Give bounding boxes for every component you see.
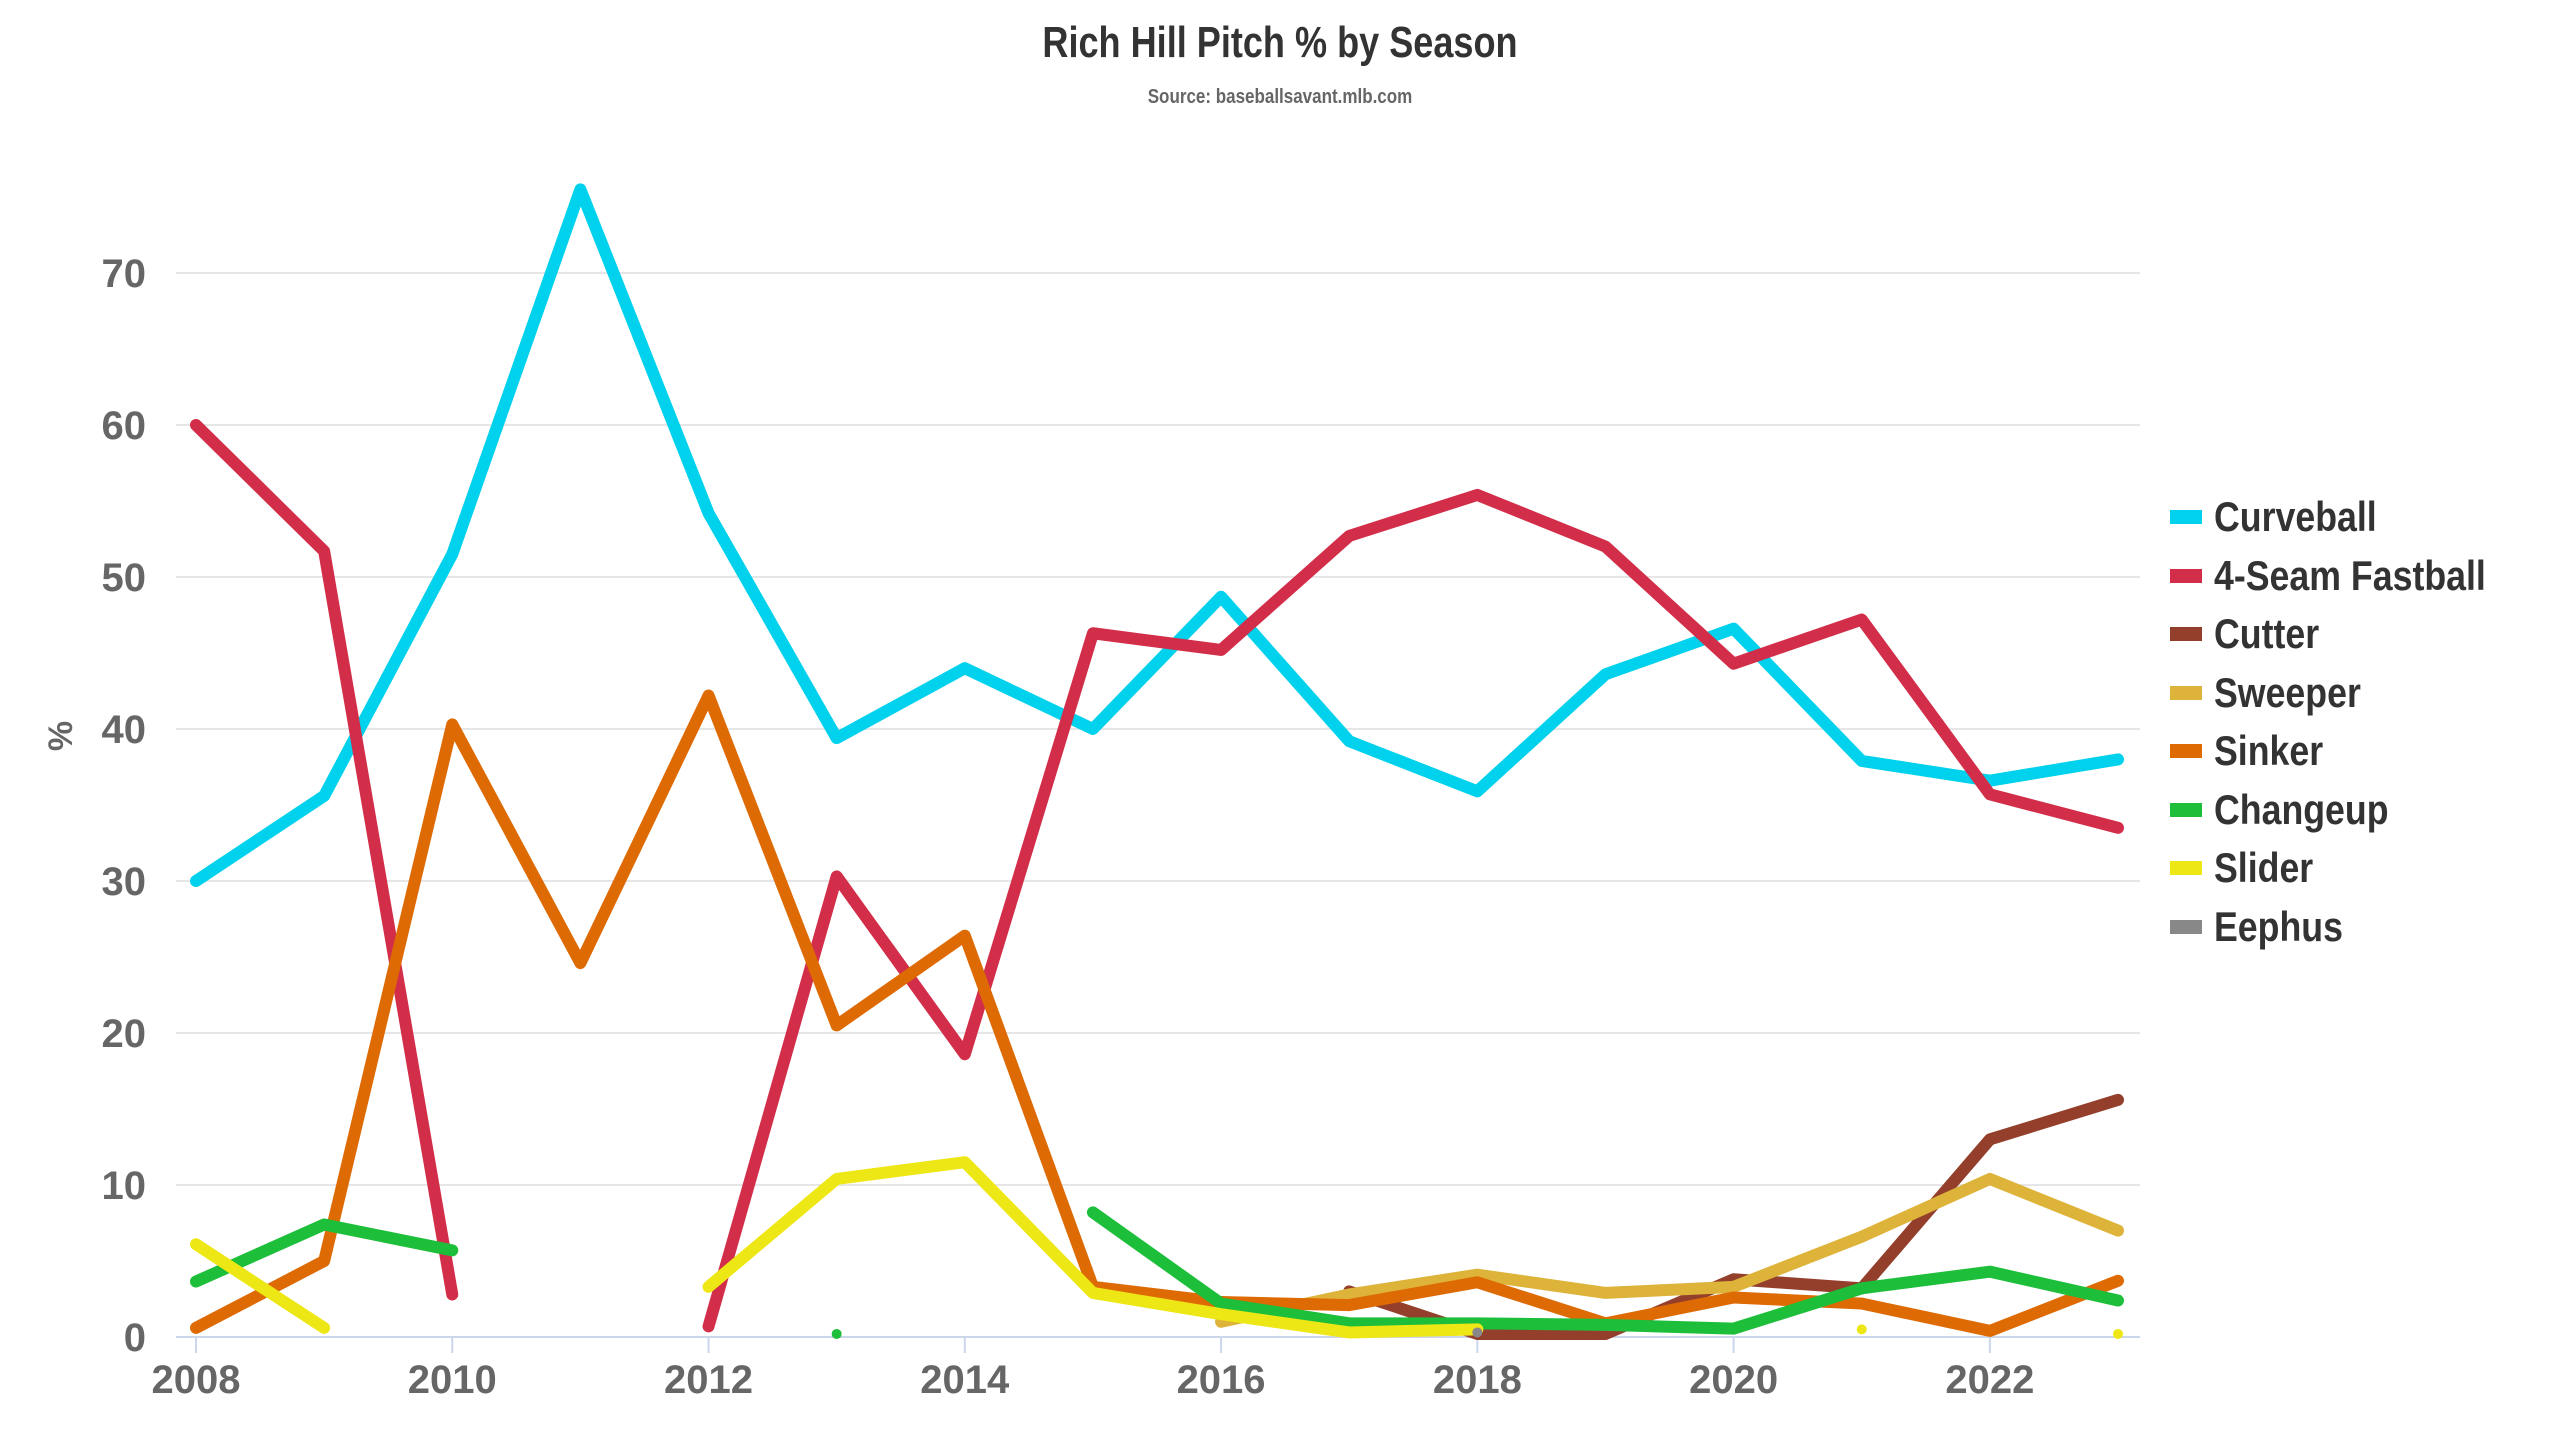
series-curveball	[190, 183, 2124, 887]
legend-label: Sweeper	[2214, 668, 2361, 716]
x-tick-label: 2012	[664, 1358, 753, 1402]
data-point	[831, 1328, 842, 1339]
legend-label: Changeup	[2214, 785, 2389, 833]
series-line	[190, 183, 2124, 887]
legend-label: Curveball	[2214, 493, 2377, 541]
x-tick-label: 2020	[1689, 1358, 1778, 1402]
y-tick-label: 70	[102, 252, 147, 296]
series-line	[190, 689, 2124, 1337]
x-tick-label: 2008	[152, 1358, 241, 1402]
gridlines	[176, 272, 2140, 1186]
chart-title: Rich Hill Pitch % by Season	[1042, 18, 1518, 67]
series-line	[190, 419, 459, 1301]
y-tick-label: 10	[102, 1164, 147, 1208]
x-tick-label: 2016	[1177, 1358, 1266, 1402]
series-line	[190, 1238, 331, 1334]
legend-label: Slider	[2214, 844, 2314, 892]
legend-swatch-icon	[2170, 919, 2202, 934]
y-tick-label: 0	[124, 1316, 146, 1360]
legend-label: Cutter	[2214, 610, 2320, 658]
series-sinker	[190, 689, 2124, 1337]
data-point	[1856, 1324, 1867, 1335]
y-axis-title: %	[42, 721, 80, 751]
series-line	[702, 1156, 1484, 1339]
legend-swatch-icon	[2170, 510, 2202, 525]
y-tick-label: 60	[102, 404, 147, 448]
legend-item[interactable]: Cutter	[2170, 605, 2534, 664]
series-line	[1086, 1206, 2124, 1335]
legend-label: 4-Seam Fastball	[2214, 551, 2486, 599]
legend-item[interactable]: Sinker	[2170, 722, 2534, 781]
data-point	[1472, 1327, 1483, 1338]
legend-swatch-icon	[2170, 627, 2202, 642]
y-tick-label: 30	[102, 860, 147, 904]
x-tick-label: 2014	[920, 1358, 1010, 1402]
x-tick-label: 2022	[1945, 1358, 2034, 1402]
legend-item[interactable]: Slider	[2170, 839, 2534, 898]
chart-subtitle: Source: baseballsavant.mlb.com	[1147, 86, 1413, 108]
legend-swatch-icon	[2170, 861, 2202, 876]
legend-label: Sinker	[2214, 727, 2324, 775]
series-lines	[190, 183, 2124, 1340]
legend-item[interactable]: Eephus	[2170, 898, 2534, 957]
y-tick-label: 20	[102, 1012, 147, 1056]
series-slider	[190, 1156, 2123, 1339]
series-line	[702, 488, 2124, 1333]
series-sweeper	[1215, 1172, 2124, 1328]
legend-label: Eephus	[2214, 902, 2343, 950]
axes: 0 10 20 30 40 50 60 70 2008 2010 2012 2014 2016 2018 2…	[102, 252, 2140, 1402]
y-tick-label: 40	[102, 708, 147, 752]
legend: Curveball 4-Seam Fastball Cutter Sweeper Sin…	[2170, 488, 2534, 956]
legend-swatch-icon	[2170, 568, 2202, 583]
legend-item[interactable]: Curveball	[2170, 488, 2534, 547]
legend-swatch-icon	[2170, 802, 2202, 817]
legend-item[interactable]: 4-Seam Fastball	[2170, 547, 2534, 606]
series-line	[190, 1218, 459, 1288]
series-line	[1215, 1172, 2124, 1328]
series-4-seam-fastball	[190, 419, 2124, 1333]
legend-item[interactable]: Changeup	[2170, 781, 2534, 840]
legend-swatch-icon	[2170, 744, 2202, 759]
series-eephus	[1472, 1327, 1483, 1338]
series-changeup	[190, 1206, 2124, 1339]
x-tick-label: 2018	[1433, 1358, 1522, 1402]
data-point	[2113, 1328, 2123, 1339]
legend-item[interactable]: Sweeper	[2170, 664, 2534, 723]
x-tick-label: 2010	[408, 1358, 497, 1402]
y-tick-label: 50	[102, 556, 147, 600]
legend-swatch-icon	[2170, 685, 2202, 700]
